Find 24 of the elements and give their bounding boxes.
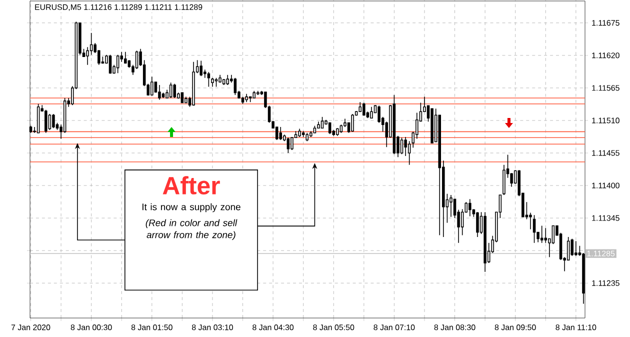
candlestick — [574, 240, 578, 256]
candlestick — [468, 198, 472, 217]
candlestick — [298, 128, 301, 138]
annotation: It is now a supply zone — [142, 203, 240, 212]
annotation: (Red in color and sell arrow from the zone) — [146, 219, 238, 240]
candlestick — [404, 136, 407, 156]
candlestick — [279, 126, 282, 140]
candlestick — [529, 212, 532, 230]
candlestick — [204, 69, 206, 78]
candlestick — [158, 84, 161, 100]
candlestick — [310, 130, 312, 138]
candlestick — [86, 46, 89, 66]
candlestick — [484, 212, 486, 272]
candlestick — [416, 112, 418, 140]
candlestick — [336, 128, 339, 136]
annotation: After — [162, 176, 220, 194]
candlestick — [544, 228, 548, 244]
candlestick — [476, 212, 479, 238]
candlestick — [378, 105, 380, 124]
candlestick — [245, 93, 248, 103]
candlestick — [502, 164, 506, 196]
candlestick — [226, 74, 230, 86]
candlestick — [450, 194, 452, 218]
candlestick — [256, 90, 260, 96]
